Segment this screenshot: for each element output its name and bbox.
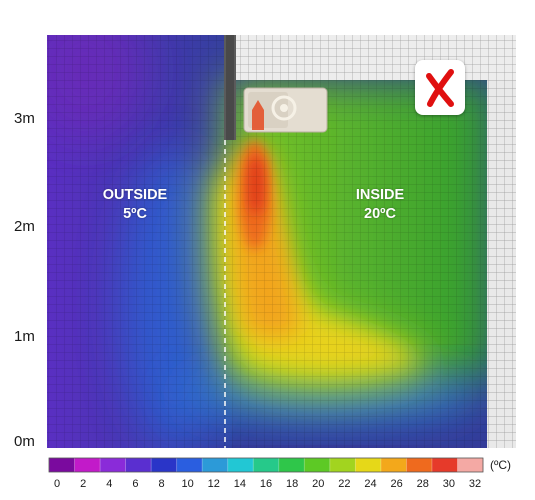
colorbar-tick-label: 32 (468, 478, 482, 490)
colorbar-segment (176, 458, 203, 472)
red-x-icon (426, 69, 454, 107)
colorbar-tick-label: 18 (286, 478, 299, 490)
colorbar-tick-label: 24 (364, 478, 377, 490)
colorbar-tick-label: 30 (442, 478, 455, 490)
colorbar-tick-label: 10 (181, 478, 194, 490)
y-label-3m: 3m (14, 110, 35, 127)
colorbar-tick-label: 22 (338, 478, 351, 490)
outside-label: OUTSIDE (102, 187, 168, 203)
colorbar-tick-label: 4 (106, 478, 113, 490)
ac-unit (243, 87, 328, 133)
colorbar-segment (329, 458, 356, 472)
colorbar-tick-label: 26 (390, 478, 403, 490)
y-label-2m: 2m (14, 218, 35, 235)
colorbar-segment (406, 458, 433, 472)
colorbar-tick-label: 14 (233, 478, 246, 490)
inside-zone-label: INSIDE 20ºC (330, 186, 430, 224)
colorbar-segment (278, 458, 305, 472)
colorbar-tick-label: 6 (132, 478, 139, 490)
colorbar-segment (151, 458, 177, 472)
colorbar-tick-label: 12 (207, 478, 220, 490)
colorbar-segment (227, 458, 254, 472)
building-wall (224, 35, 516, 448)
colorbar-segment (202, 458, 229, 472)
colorbar-segment (355, 458, 382, 472)
colorbar-segment (125, 458, 152, 472)
colorbar-segment (74, 458, 101, 472)
colorbar-tick-label: 8 (158, 478, 165, 490)
y-label-0m: 0m (14, 433, 35, 450)
temperature-field (47, 35, 487, 448)
colorbar-tick-label: 20 (312, 478, 325, 490)
colorbar-unit: (ºC) (490, 458, 512, 472)
inside-label: INSIDE (355, 187, 405, 203)
outside-temperature: 5ºC (123, 206, 147, 222)
colorbar-tick-label: 0 (53, 478, 61, 490)
colorbar-segment (253, 458, 280, 472)
colorbar (48, 457, 484, 473)
colorbar-segment (304, 458, 331, 472)
outside-zone-label: OUTSIDE 5ºC (85, 186, 185, 224)
colorbar-segment (457, 458, 484, 472)
y-label-1m: 1m (14, 328, 35, 345)
colorbar-tick-label: 28 (416, 478, 429, 490)
colorbar-tick-label: 2 (80, 478, 87, 490)
colorbar-segment (49, 458, 75, 472)
colorbar-tick-label: 16 (259, 478, 273, 490)
colorbar-segment (100, 458, 126, 472)
colorbar-segment (380, 458, 407, 472)
status-badge (415, 60, 465, 115)
colorbar-frame (48, 457, 484, 473)
inside-temperature: 20ºC (364, 206, 396, 222)
colorbar-segment (431, 458, 458, 472)
